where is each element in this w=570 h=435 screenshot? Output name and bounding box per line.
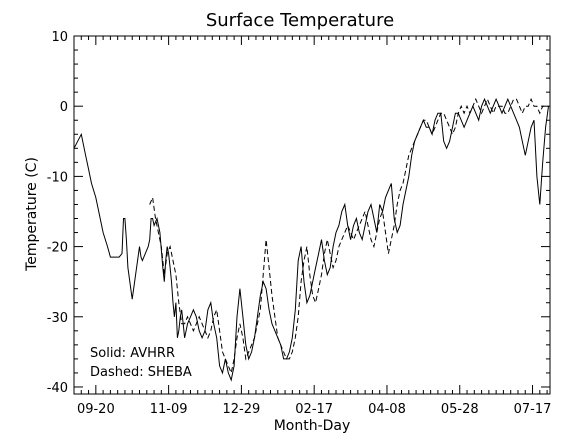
x-tick-label: 04-08	[368, 402, 406, 417]
y-tick-label: 0	[60, 100, 68, 115]
plot-area-border	[73, 35, 551, 395]
legend: Solid: AVHRR Dashed: SHEBA	[90, 346, 192, 380]
series-line-avhrr	[73, 97, 549, 382]
x-tick-label: 05-28	[441, 402, 479, 417]
series-layer	[73, 97, 549, 382]
x-tick-label: 11-09	[150, 402, 188, 417]
axis-ticks: 10 0 -10 -20 -30 -40 09-20 11-09 12-29 02-17 04-08…	[47, 30, 552, 417]
legend-entry-sheba: Dashed: SHEBA	[90, 365, 192, 380]
y-tick-label: 10	[51, 30, 68, 45]
series-line-sheba	[149, 97, 549, 375]
x-tick-label: 07-17	[514, 402, 552, 417]
y-tick-label: -40	[47, 381, 68, 396]
y-tick-label: -10	[47, 170, 68, 185]
y-tick-label: -30	[47, 311, 68, 326]
chart-title: Surface Temperature	[206, 10, 394, 31]
x-tick-label: 09-20	[77, 402, 115, 417]
x-tick-label: 12-29	[223, 402, 261, 417]
x-tick-label: 02-17	[295, 402, 333, 417]
x-axis-title: Month-Day	[274, 418, 351, 434]
legend-entry-avhrr: Solid: AVHRR	[90, 346, 175, 361]
y-tick-label: -20	[47, 241, 68, 256]
y-axis-title: Temperature (C)	[24, 157, 40, 272]
plot-frame	[73, 35, 551, 395]
